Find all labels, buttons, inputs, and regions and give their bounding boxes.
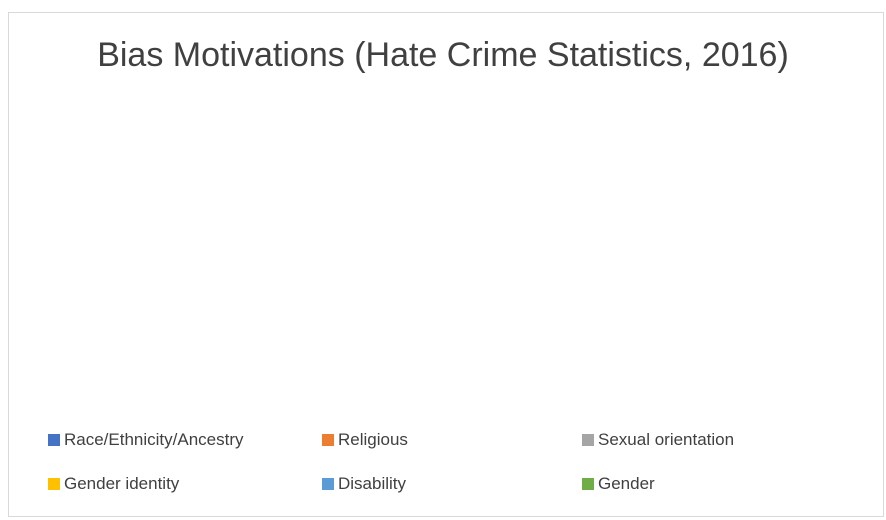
legend-item-disability: Disability (322, 474, 406, 494)
legend-item-sexual-orientation: Sexual orientation (582, 430, 734, 450)
legend-swatch (582, 478, 594, 490)
chart-frame (8, 12, 884, 517)
legend-label: Religious (338, 430, 408, 449)
legend-swatch (48, 434, 60, 446)
legend-swatch (322, 434, 334, 446)
legend-swatch (48, 478, 60, 490)
legend-item-gender-identity: Gender identity (48, 474, 179, 494)
legend-label: Sexual orientation (598, 430, 735, 449)
legend-label: Disability (338, 474, 407, 493)
legend-label: Gender identity (64, 474, 180, 493)
chart-legend: Race/Ethnicity/Ancestry Religious Sexual… (48, 430, 868, 520)
legend-item-race-ethnicity-ancestry: Race/Ethnicity/Ancestry (48, 430, 244, 450)
legend-label: Gender (598, 474, 655, 493)
chart-title: Bias Motivations (Hate Crime Statistics,… (97, 36, 789, 74)
legend-label: Race/Ethnicity/Ancestry (64, 430, 244, 449)
legend-swatch (322, 478, 334, 490)
legend-swatch (582, 434, 594, 446)
legend-item-religious: Religious (322, 430, 408, 450)
legend-item-gender: Gender (582, 474, 655, 494)
